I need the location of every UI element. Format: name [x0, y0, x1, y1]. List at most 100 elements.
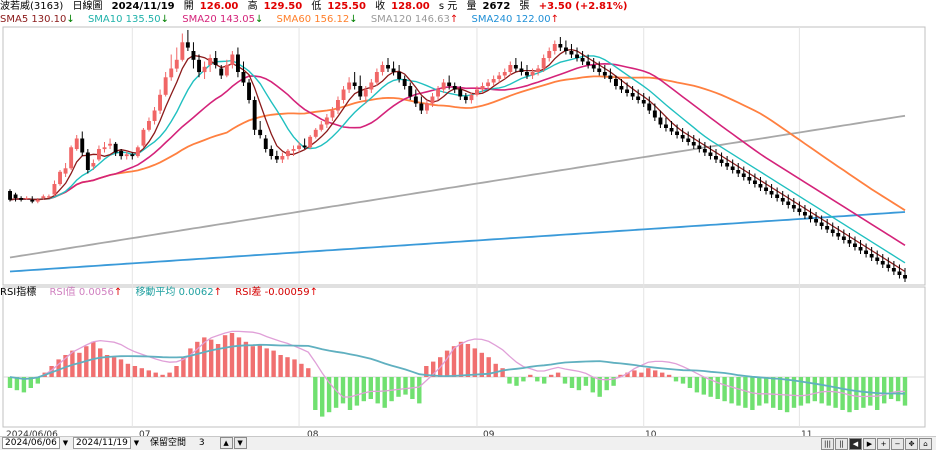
rsi-diff-bar [209, 339, 214, 377]
candle-body [358, 86, 363, 97]
start-date-arrow[interactable]: ▼ [62, 439, 69, 447]
candle-body [736, 170, 741, 174]
candle-body [24, 198, 29, 199]
candle-body [197, 59, 201, 73]
home-icon[interactable]: ⌂ [919, 438, 932, 450]
date-range-bar: 2024/06/06 ▼ 2024/11/19 ▼ 保留空間 3 ▲ ▼ ||| |… [0, 436, 936, 450]
candle-body [230, 54, 235, 65]
rsi-diff-bar [493, 363, 498, 377]
candle-body [397, 72, 402, 79]
scroll-right-icon[interactable]: ▶ [863, 438, 876, 450]
candle-body [236, 54, 240, 72]
rsi-diff-bar [98, 348, 103, 377]
rsi-diff-bar [611, 377, 616, 386]
rsi-diff-bar [70, 350, 75, 377]
candle-body [425, 103, 429, 111]
candle-body [808, 215, 813, 219]
candle-body [330, 110, 335, 118]
candle-body [513, 65, 518, 69]
candle-body [30, 199, 35, 202]
rsi-diff-bar [14, 377, 20, 391]
keep-space-value[interactable]: 3 [198, 438, 205, 448]
candle-body [769, 191, 774, 195]
candle-body [525, 72, 529, 76]
rsi-diff-bar [819, 377, 824, 404]
rsi-diff-bar [243, 341, 249, 377]
candle-body [386, 65, 390, 69]
candle-body [669, 128, 674, 132]
legend-sma5-arrow: ↓ [66, 14, 75, 25]
keep-space-up-icon[interactable]: ▲ [219, 437, 233, 449]
candle-body [391, 68, 396, 72]
candle-body [369, 82, 374, 90]
candle-body [497, 75, 502, 79]
legend-sma20[interactable]: SMA20 143.05↓ [182, 14, 263, 25]
pan-icon[interactable]: ✥ [905, 438, 918, 450]
candle-body [8, 191, 12, 200]
rsi-ma-legend[interactable]: 移動平均 0.0062↑ [135, 287, 222, 298]
candle-body [447, 82, 452, 86]
rsi-diff-bar [104, 355, 110, 377]
zoom-fit-icon[interactable]: + [877, 438, 890, 450]
volume-unit: 張 [519, 1, 530, 12]
candle-body [719, 159, 724, 163]
candle-body [247, 82, 251, 100]
keep-space-label: 保留空間 [150, 438, 187, 448]
rsi-diff-bar [7, 377, 13, 388]
start-date-input[interactable]: 2024/06/06 [2, 437, 60, 449]
rsi-diff-bar [805, 377, 811, 404]
end-date-input[interactable]: 2024/11/19 [73, 437, 131, 449]
candle-body [280, 156, 285, 160]
rsi-diff-bar [111, 357, 117, 377]
rsi-diff-bar [292, 359, 297, 377]
candle-body [652, 110, 657, 118]
legend-sma240[interactable]: SMA240 122.00↑ [471, 14, 558, 25]
rsi-diff-bar [146, 370, 151, 377]
rsi-diff-bar [777, 377, 783, 410]
high-value: 129.50 [263, 1, 303, 12]
legend-sma5[interactable]: SMA5 130.10↓ [0, 14, 75, 25]
rsi-diff-bar [396, 377, 401, 397]
candle-body [224, 65, 229, 76]
candlestick-chart[interactable] [0, 0, 936, 436]
zoom-out-icon[interactable]: || [835, 438, 848, 450]
low-label: 低 [311, 1, 322, 12]
rsi-diff-bar [181, 357, 186, 377]
low-value: 125.50 [327, 1, 366, 12]
rsi-diff-bar [597, 377, 602, 397]
candle-body [13, 194, 18, 198]
candle-body [274, 156, 279, 160]
legend-sma60[interactable]: SMA60 156.12↓ [277, 14, 358, 25]
candle-body [597, 68, 602, 72]
candle-body [436, 89, 440, 97]
x-label-3: 09 [483, 430, 495, 440]
rsi-diff-legend[interactable]: RSI差 -0.00059↑ [235, 287, 318, 298]
rsi-diff-bar [618, 374, 623, 377]
keep-space-down-icon[interactable]: ▼ [233, 437, 247, 449]
rsi-diff-bar [285, 357, 290, 377]
candle-body [258, 129, 263, 136]
candle-body [241, 72, 246, 83]
volume-value: 2672 [482, 1, 511, 12]
rsi-diff-bar [320, 377, 325, 417]
rsi-value-legend[interactable]: RSI值 0.0056↑ [49, 287, 122, 298]
legend-sma120[interactable]: SMA120 146.63↑ [371, 14, 458, 25]
legend-sma10[interactable]: SMA10 135.50↓ [88, 14, 169, 25]
candle-body [725, 163, 730, 167]
zoom-in-icon[interactable]: ||| [821, 438, 834, 450]
legend-sma5-label: SMA5 130.10 [0, 14, 67, 25]
candle-body [853, 243, 857, 247]
candle-body [814, 219, 818, 223]
volume-label: 量 [466, 1, 477, 12]
end-date-arrow[interactable]: ▼ [133, 439, 140, 447]
scroll-left-icon[interactable]: ◀ [849, 438, 862, 450]
close-unit: s 元 [438, 1, 458, 12]
rsi-diff-bar [555, 372, 561, 377]
rsi-diff-bar [528, 374, 533, 377]
candle-body [680, 135, 685, 139]
candle-body [830, 229, 835, 233]
rsi-diff-bar [236, 337, 242, 377]
period-label[interactable]: 日線圖 [72, 1, 103, 12]
rsi-diff-bar [167, 372, 172, 377]
zoom-reset-icon[interactable]: − [891, 438, 904, 450]
